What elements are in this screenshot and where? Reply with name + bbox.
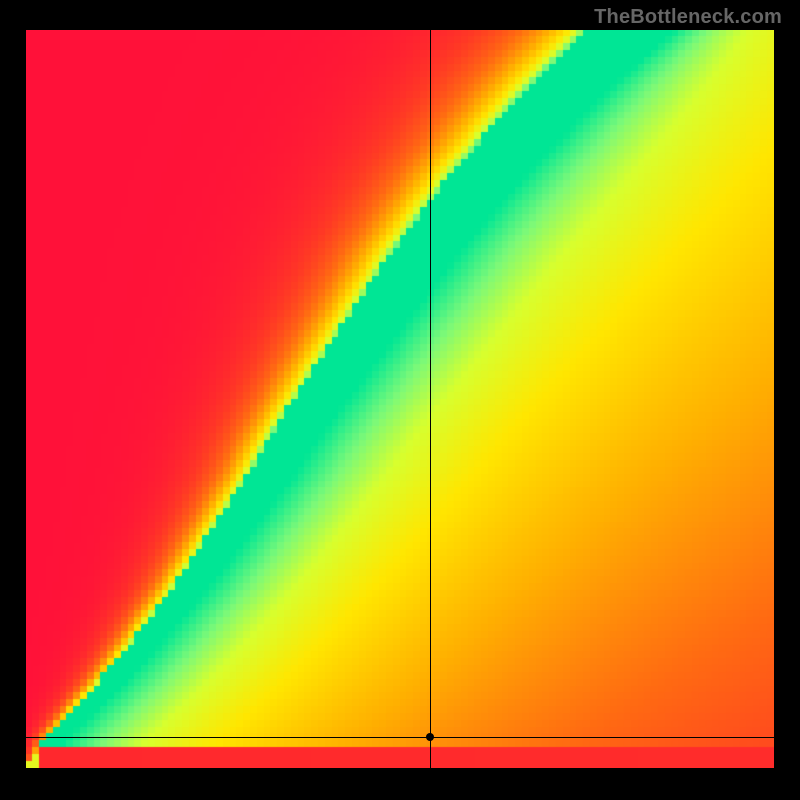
chart-container: TheBottleneck.com xyxy=(0,0,800,800)
crosshair-vertical xyxy=(430,30,431,768)
heatmap-canvas xyxy=(26,30,774,768)
crosshair-horizontal xyxy=(26,737,774,738)
plot-area xyxy=(26,30,774,768)
crosshair-marker-dot xyxy=(426,733,434,741)
watermark-text: TheBottleneck.com xyxy=(594,6,782,29)
